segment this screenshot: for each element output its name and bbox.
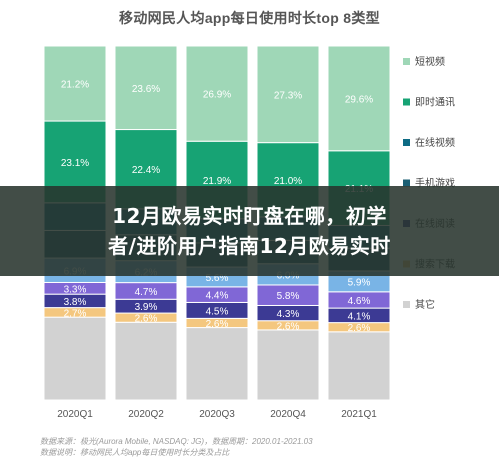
data-label: 5.6%	[206, 273, 229, 284]
banner-line-2: 者/进阶用户指南12月欧易实时	[108, 234, 391, 258]
x-tick-label: 2020Q2	[128, 409, 164, 420]
source-line-1: 数据来源：极光(Aurora Mobile, NASDAQ: JG)，数据周期：…	[40, 437, 313, 446]
bar-segment	[114, 321, 178, 401]
bar-segment	[327, 45, 391, 152]
data-label: 23.1%	[61, 158, 89, 169]
chart-title: 移动网民人均app每日使用时长top 8类型	[119, 10, 380, 26]
banner-line-1: 12月欧易实时盯盘在哪，初学	[112, 204, 387, 228]
bar-segment	[327, 331, 391, 401]
data-label: 2.6%	[206, 319, 229, 330]
x-tick-label: 2020Q1	[57, 409, 93, 420]
bar-segment	[185, 45, 249, 142]
data-label: 4.4%	[206, 291, 229, 302]
data-label: 27.3%	[274, 90, 302, 101]
source-line-2: 数据说明：移动网民人均app每日使用时长分类及占比	[40, 448, 230, 457]
data-label: 22.4%	[132, 165, 160, 176]
data-label: 5.9%	[348, 277, 371, 288]
legend-swatch	[403, 139, 410, 146]
bar-segment	[256, 45, 320, 144]
data-label: 2.6%	[135, 314, 158, 325]
legend-swatch	[403, 58, 410, 65]
data-label: 2.6%	[348, 323, 371, 334]
bar-segment	[114, 45, 178, 131]
legend-label: 即时通讯	[415, 97, 455, 109]
x-tick-label: 2020Q3	[199, 409, 235, 420]
banner-text: 12月欧易实时盯盘在哪，初学 者/进阶用户指南12月欧易实时	[0, 201, 499, 261]
bar-segment	[185, 327, 249, 401]
legend-label: 短视频	[415, 55, 445, 68]
bar-segment	[43, 45, 107, 122]
data-label: 3.9%	[135, 302, 158, 313]
data-label: 29.6%	[345, 94, 373, 105]
x-tick-label: 2021Q1	[341, 409, 377, 420]
source-note: 数据来源：极光(Aurora Mobile, NASDAQ: JG)，数据周期：…	[40, 436, 313, 458]
data-label: 4.6%	[348, 296, 371, 307]
data-label: 26.9%	[203, 90, 231, 101]
data-label: 21.0%	[274, 176, 302, 187]
bar-segment	[43, 316, 107, 401]
data-label: 4.7%	[135, 287, 158, 298]
data-label: 21.9%	[203, 176, 231, 187]
legend-label: 其它	[415, 298, 435, 311]
legend-swatch	[403, 179, 410, 187]
data-label: 2.6%	[277, 321, 300, 332]
data-label: 3.3%	[64, 284, 87, 295]
legend-swatch	[403, 301, 410, 308]
data-label: 2.7%	[64, 308, 87, 319]
data-label: 3.8%	[64, 297, 87, 308]
data-label: 4.3%	[277, 309, 300, 320]
bar-segment	[256, 329, 320, 401]
legend-label: 在线视频	[415, 136, 455, 149]
data-label: 21.2%	[61, 80, 89, 91]
data-label: 5.8%	[277, 291, 300, 302]
x-tick-label: 2020Q4	[270, 409, 306, 420]
data-label: 4.1%	[348, 311, 371, 322]
data-label: 4.5%	[206, 306, 229, 317]
legend-swatch	[403, 98, 410, 106]
data-label: 23.6%	[132, 84, 160, 95]
title-banner-overlay: 12月欧易实时盯盘在哪，初学 者/进阶用户指南12月欧易实时	[0, 186, 499, 276]
